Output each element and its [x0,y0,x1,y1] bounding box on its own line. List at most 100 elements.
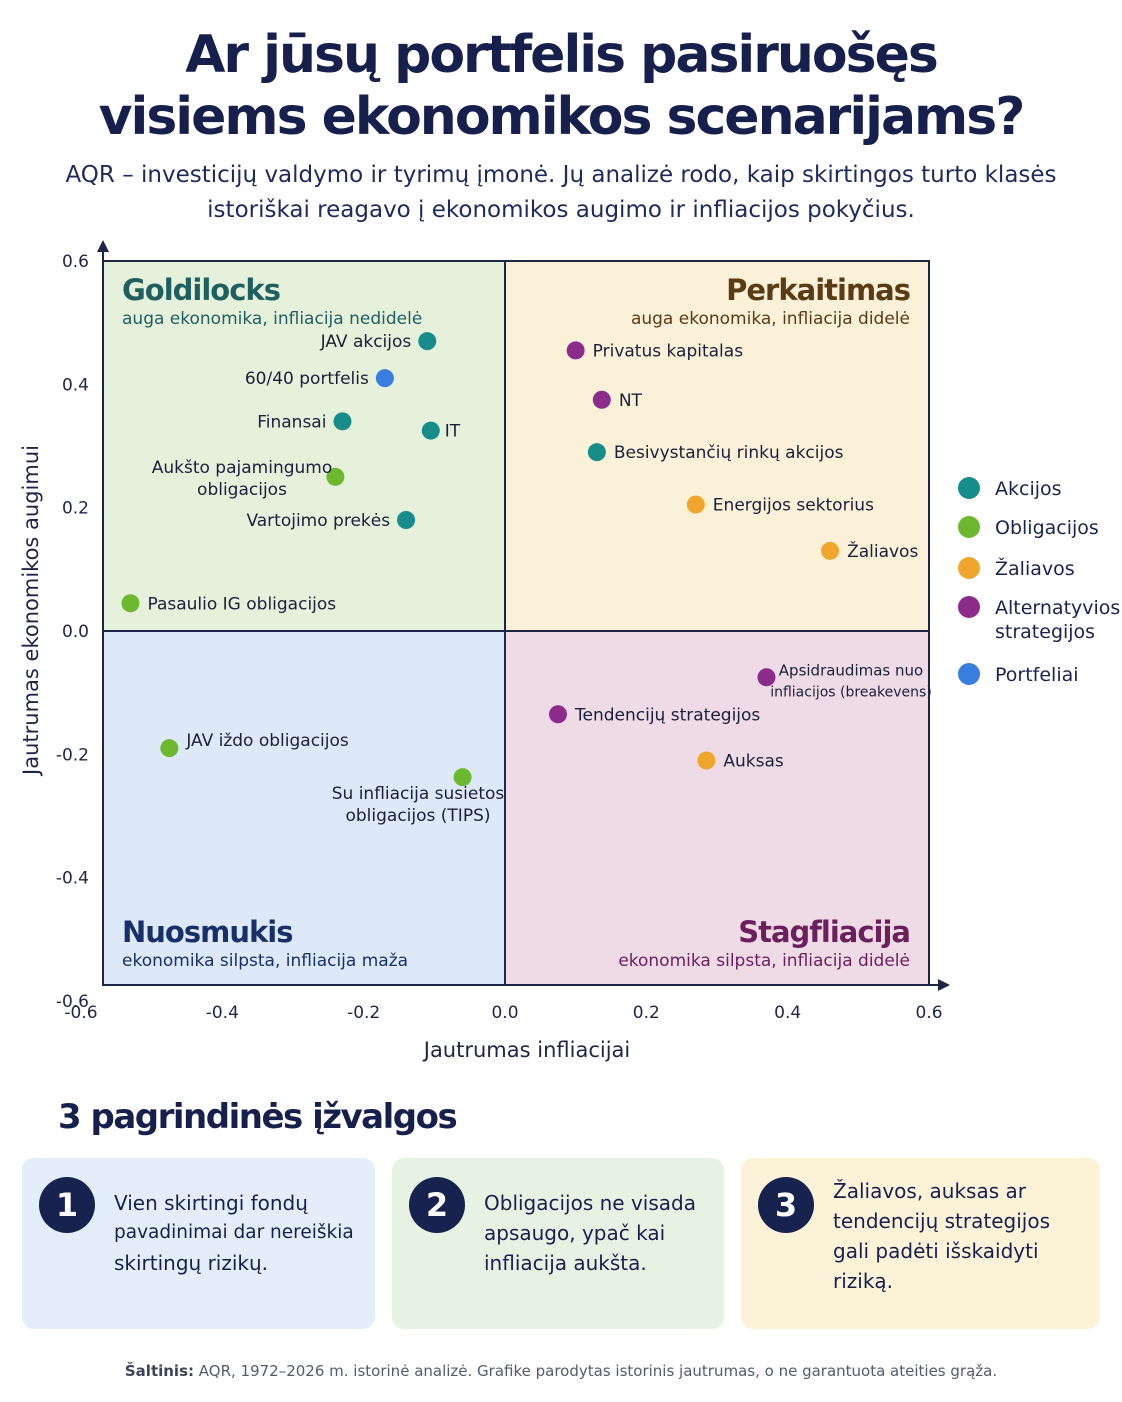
point-label: infliacijos (breakevens) [770,684,932,700]
x-axis-arrow [938,979,950,991]
scatter-chart: -0.6 -0.4 -0.2 0.0 0.2 0.4 0.6 0.6 0.4 0.2 0.0 -0.2… [19,240,1120,1062]
x-tick-label: -0.2 [347,1003,380,1023]
point-label: Energijos sektorius [713,496,874,516]
quadrant-top-left [103,261,505,631]
legend-label: Alternatyvios [995,597,1120,619]
data-point-16 [160,739,179,758]
quadrant-description-top-right: auga ekonomika, infliacija didelė [631,309,910,329]
insight-3-line-4: riziką. [833,1269,894,1293]
x-tick-label: -0.4 [206,1003,239,1023]
insight-card-3: 3 Žaliavos, auksas ar tendencijų strateg… [741,1158,1100,1329]
point-label: Besivystančių rinkų akcijos [614,443,844,463]
quadrant-title-top-right: Perkaitimas [726,273,910,307]
x-tick-label: 0.2 [633,1003,660,1023]
y-axis-title: Jautrumas ekonomikos augimui [19,445,43,777]
data-point-6 [397,511,416,529]
insight-3-line-1: Žaliavos, auksas ar [833,1179,1026,1203]
point-label: JAV akcijos [320,332,412,352]
insight-card-2: 2 Obligacijos ne visada apsaugo, ypač ka… [392,1158,724,1329]
y-tick-label: 0.4 [62,375,89,395]
data-point-4 [421,421,440,440]
data-point-13 [757,668,776,687]
insight-text-2: Obligacijos ne visada apsaugo, ypač kai … [484,1188,712,1278]
insight-number-2: 2 [409,1177,465,1233]
x-tick-label: -0.6 [64,1003,97,1023]
insight-1-line-2: pavadinimai dar nereiškia [114,1222,354,1243]
title-line-2: visiems ekonomikos scenarijams? [98,87,1026,147]
legend-marker-3 [958,557,980,579]
legend-label: Žaliavos [995,557,1075,580]
quadrant-top-right [505,261,929,631]
data-point-10 [587,443,606,462]
x-tick-label: 0.4 [774,1003,801,1023]
title-line-1: Ar jūsų portfelis pasiruošęs [185,25,939,85]
point-label: 60/40 portfelis [245,369,369,389]
legend-marker-4 [958,596,980,618]
y-axis-arrow [97,240,109,252]
insight-3-line-2: tendencijų strategijos [833,1209,1050,1233]
insight-1-line-1: Vien skirtingi fondų [114,1191,308,1215]
point-label: Aukšto pajamingumo [152,458,333,478]
data-point-17 [453,768,472,787]
point-label: Tendencijų strategijos [574,705,760,725]
y-tick-label: -0.4 [56,869,89,889]
point-label: Privatus kapitalas [593,341,744,361]
quadrant-description-bottom-right: ekonomika silpsta, infliacija didelė [618,951,910,971]
insight-2-line-3: infliacija aukšta. [484,1251,647,1275]
data-point-14 [549,705,567,724]
legend-marker-5 [958,663,980,685]
data-point-11 [686,495,705,514]
insight-text-3: Žaliavos, auksas ar tendencijų strategij… [833,1176,1088,1296]
source-note: Šaltinis: AQR, 1972–2026 m. istorinė ana… [0,1362,1122,1380]
x-axis-title: Jautrumas infliacijai [422,1038,630,1062]
insight-1-line-3: skirtingų rizikų. [114,1251,269,1275]
source-text: AQR, 1972–2026 m. istorinė analizė. Graf… [194,1362,998,1380]
quadrant-description-bottom-left: ekonomika silpsta, infliacija maža [122,951,408,971]
data-point-7 [121,594,140,613]
point-label: obligacijos [197,480,287,500]
subtitle-line-1: AQR – investicijų valdymo ir tyrimų įmon… [65,162,1057,188]
insight-2-line-1: Obligacijos ne visada [484,1191,696,1215]
y-tick-label: 0.2 [62,499,89,519]
point-label: Su infliacija susietos [332,784,505,804]
legend-marker-2 [958,516,980,538]
insight-text-1: Vien skirtingi fondų pavadinimai dar ner… [114,1188,363,1278]
data-point-8 [566,341,585,360]
point-label: Apsidraudimas nuo [779,661,923,679]
page-title: Ar jūsų portfelis pasiruošęs visiems eko… [0,24,1122,148]
page-subtitle: AQR – investicijų valdymo ir tyrimų įmon… [0,158,1122,228]
insight-3-line-3: gali padėti išskaidyti [833,1239,1039,1263]
legend-label: strategijos [995,621,1095,643]
data-point-3 [333,412,352,431]
legend-label: Portfeliai [995,664,1079,686]
x-tick-label: 0.6 [915,1003,942,1023]
insight-card-1: 1 Vien skirtingi fondų pavadinimai dar n… [22,1158,375,1329]
insights-title: 3 pagrindinės įžvalgos [58,1097,458,1137]
legend-marker-1 [958,477,980,499]
data-point-9 [592,390,611,409]
quadrant-title-bottom-left: Nuosmukis [122,915,292,949]
y-tick-label: -0.2 [56,745,89,765]
data-point-1 [418,332,437,351]
quadrant-title-top-left: Goldilocks [122,273,280,307]
quadrant-bottom-right [505,631,929,985]
data-point-15 [697,751,716,770]
insight-2-line-2: apsaugo, ypač kai [484,1221,666,1245]
data-point-2 [375,369,394,388]
y-tick-label: 0.6 [62,252,89,272]
point-label: Auksas [723,752,784,772]
x-tick-label: 0.0 [491,1003,518,1023]
point-label: Vartojimo prekės [246,511,390,531]
subtitle-line-2: istoriškai reagavo į ekonomikos augimo i… [207,197,915,223]
insight-number-3: 3 [758,1177,814,1233]
data-point-5 [326,467,345,486]
point-label: obligacijos (TIPS) [345,806,490,826]
data-point-12 [821,541,840,560]
legend-label: Obligacijos [995,517,1099,539]
source-label: Šaltinis: [124,1362,195,1380]
point-label: Pasaulio IG obligacijos [147,594,336,614]
y-tick-label: -0.6 [56,992,89,1012]
point-label: NT [619,391,643,411]
quadrant-description-top-left: auga ekonomika, infliacija nedidelė [122,309,422,329]
quadrant-bottom-left [103,631,505,985]
